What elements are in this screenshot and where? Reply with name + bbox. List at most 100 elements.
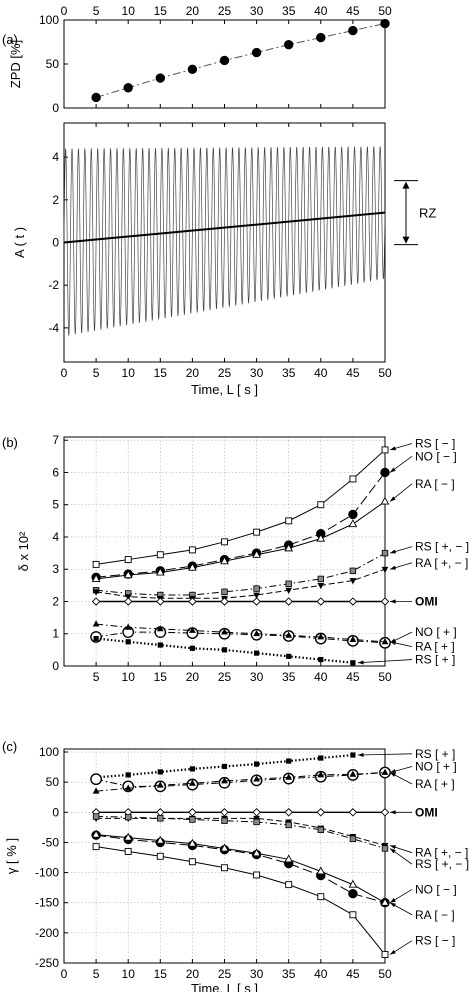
x-axis-label: Time, L [ s ]: [191, 382, 258, 397]
data-point: [91, 829, 101, 838]
data-point: [125, 772, 131, 778]
panel-label: (a): [2, 32, 18, 47]
data-point: [350, 752, 356, 758]
series-line: [96, 846, 386, 955]
x-tick-label: 45: [346, 670, 360, 684]
data-point: [381, 566, 389, 574]
data-point: [286, 758, 292, 764]
data-point: [253, 585, 260, 592]
data-point: [253, 871, 261, 879]
data-point: [317, 826, 324, 833]
series-label: OMI: [415, 594, 438, 608]
trend-line: [63, 211, 386, 244]
data-point: [380, 897, 390, 906]
series-label: RS [ +, − ]: [415, 540, 469, 554]
series-line: [96, 449, 386, 565]
data-point: [189, 816, 196, 823]
data-point: [348, 25, 358, 36]
data-point: [285, 580, 292, 587]
series-label: NO [ − ]: [415, 449, 457, 463]
y-tick-label: 50: [46, 775, 60, 789]
x-tick-label: 40: [314, 670, 328, 684]
y-tick-label: 2: [52, 594, 59, 608]
x-tick-label: 50: [378, 967, 392, 981]
data-point: [221, 647, 228, 653]
data-point: [155, 73, 166, 83]
series-line: [96, 552, 386, 596]
data-point: [348, 597, 358, 606]
data-point: [380, 597, 390, 606]
label-arrowhead: [357, 752, 364, 757]
label-arrowhead: [390, 496, 396, 502]
label-arrowhead: [390, 898, 396, 903]
data-point: [124, 784, 132, 791]
series-line: [96, 501, 386, 580]
y-tick-label: -100: [35, 866, 59, 880]
series-label: OMI: [415, 805, 438, 819]
data-point: [252, 597, 261, 606]
y-axis-label: A ( t ): [12, 227, 27, 258]
data-point: [123, 570, 133, 579]
data-point: [93, 635, 99, 642]
data-point: [381, 951, 389, 959]
oscillation-signal: [63, 146, 386, 336]
series-label: NO [ − ]: [415, 882, 457, 896]
x-tick-label: 30: [250, 670, 264, 684]
data-point: [156, 781, 164, 788]
data-point: [349, 578, 357, 585]
data-point: [189, 645, 195, 651]
data-point: [221, 538, 228, 546]
data-point: [381, 549, 389, 557]
panel-a-top-zpd: 0 5 10 15 20 25 30 35 40 45 50 0 50 100 ZPD [%](a): [2, 4, 392, 115]
data-point: [285, 631, 293, 638]
series-label: RS [ + ]: [415, 747, 455, 761]
data-point: [219, 55, 230, 66]
series-line: [96, 472, 386, 578]
data-point: [318, 656, 324, 663]
data-point: [188, 808, 197, 817]
data-point: [348, 808, 358, 817]
data-point: [284, 808, 293, 817]
data-point: [157, 769, 163, 775]
y-tick-label: 100: [39, 745, 59, 759]
series-line: [95, 772, 386, 787]
data-point: [253, 818, 260, 826]
y-tick-label: -50: [42, 835, 60, 849]
data-point: [253, 528, 261, 536]
y-tick-label: -200: [35, 926, 59, 940]
data-point: [124, 556, 132, 564]
y-tick-label: -150: [35, 896, 59, 910]
y-axis-label: δ x 10²: [16, 531, 31, 571]
x-tick-label: 0: [61, 4, 68, 18]
series-line: [96, 753, 354, 779]
data-point: [254, 650, 260, 656]
data-point: [285, 517, 293, 525]
data-point: [316, 32, 326, 43]
data-point: [220, 556, 229, 565]
series-line: [96, 631, 386, 644]
panel-c-gamma: 0 5 10 15 20 25 30 35 40 45 50 -250 -200 -150 -100 -50 0…: [2, 739, 469, 992]
data-point: [92, 787, 100, 794]
panel-label: (c): [2, 739, 17, 754]
data-point: [284, 543, 294, 552]
x-tick-label: 45: [346, 4, 360, 18]
x-tick-label: 30: [250, 967, 264, 981]
x-tick-label: 15: [154, 366, 168, 380]
data-point: [348, 509, 358, 520]
label-arrowhead: [390, 467, 396, 473]
series-line: [96, 568, 386, 599]
x-tick-label: 20: [186, 366, 200, 380]
data-point: [317, 575, 324, 583]
label-arrowhead: [390, 810, 396, 815]
x-tick-label: 0: [61, 366, 68, 380]
x-tick-label: 15: [154, 670, 168, 684]
data-point: [187, 64, 198, 74]
data-point: [123, 832, 133, 841]
series-line: [96, 817, 386, 846]
data-point: [221, 628, 228, 635]
data-point: [188, 546, 196, 554]
data-point: [91, 573, 101, 582]
data-point: [380, 18, 390, 29]
series-line: [95, 23, 386, 98]
